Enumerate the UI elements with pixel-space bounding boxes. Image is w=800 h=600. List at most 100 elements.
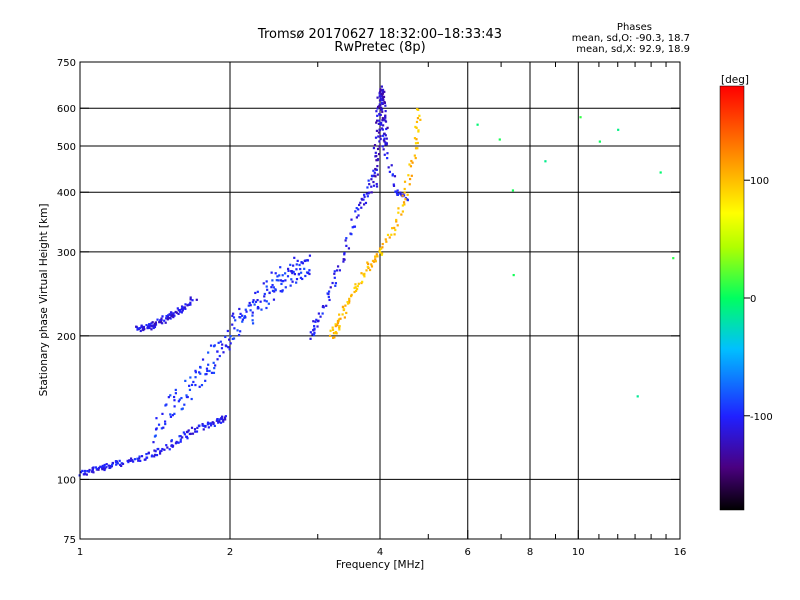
y-tick-label: 200 (57, 332, 76, 343)
data-point (194, 376, 197, 379)
data-point (397, 211, 400, 214)
data-point (300, 261, 303, 264)
data-point (181, 305, 184, 309)
data-point (363, 275, 366, 278)
data-point (166, 316, 169, 320)
data-point (370, 263, 373, 266)
data-point (321, 312, 324, 315)
data-point (348, 299, 351, 303)
data-point (380, 252, 384, 255)
data-point (289, 263, 292, 266)
data-point (291, 280, 294, 283)
data-point (95, 467, 99, 471)
data-point (380, 98, 383, 101)
data-point (191, 432, 195, 435)
data-point (189, 298, 192, 301)
data-point (198, 385, 201, 388)
data-point (338, 269, 341, 272)
data-point (182, 307, 185, 310)
data-point (328, 298, 331, 302)
data-point (110, 464, 114, 468)
data-point (102, 465, 106, 468)
data-point (313, 331, 316, 334)
y-tick-label: 600 (57, 104, 76, 115)
data-point (180, 408, 183, 411)
data-point (178, 308, 181, 312)
data-point (417, 130, 420, 133)
data-point (371, 175, 374, 178)
data-point (380, 89, 384, 92)
data-point (370, 185, 373, 188)
data-point (334, 323, 337, 326)
data-point (248, 301, 251, 305)
data-point (397, 207, 400, 210)
data-point (383, 137, 386, 140)
data-point (267, 302, 270, 305)
data-point (377, 122, 380, 125)
data-point (171, 444, 175, 447)
data-point (409, 165, 413, 168)
data-point (256, 290, 259, 293)
data-point (617, 128, 620, 131)
data-point (385, 240, 388, 243)
data-point (403, 203, 406, 206)
data-point (183, 306, 186, 309)
data-point (301, 262, 305, 265)
data-point (217, 421, 220, 424)
data-point (375, 154, 378, 158)
data-point (372, 169, 375, 172)
data-point (384, 143, 387, 146)
data-point (339, 317, 342, 320)
data-point (396, 224, 399, 227)
data-point (374, 167, 377, 171)
data-point (256, 305, 260, 309)
data-point (381, 145, 384, 148)
data-point (380, 85, 383, 88)
data-point (206, 423, 209, 426)
data-point (177, 441, 180, 444)
data-point (383, 90, 386, 93)
data-point (209, 422, 212, 425)
data-point (107, 464, 110, 467)
data-point (177, 400, 180, 403)
data-point (331, 326, 334, 329)
data-point (79, 471, 83, 474)
data-point (238, 307, 241, 311)
data-point (244, 308, 247, 311)
data-point (213, 424, 216, 428)
data-point (303, 259, 306, 263)
data-point (159, 450, 162, 453)
x-tick-label: 4 (377, 547, 383, 558)
data-point (160, 449, 163, 452)
data-point (174, 388, 177, 392)
data-point (150, 328, 153, 331)
data-point (189, 376, 192, 379)
data-point (266, 288, 269, 291)
data-point (170, 439, 173, 442)
data-point (319, 315, 322, 318)
data-point (379, 90, 382, 93)
data-point (174, 392, 177, 395)
data-point (366, 186, 369, 189)
data-point (105, 463, 108, 466)
data-point (87, 470, 90, 473)
data-point (343, 258, 346, 261)
data-point (341, 305, 345, 308)
data-point (407, 174, 410, 177)
data-point (161, 412, 164, 415)
data-point (376, 107, 379, 110)
data-point (384, 110, 387, 113)
data-point (148, 326, 151, 330)
data-point (224, 344, 227, 347)
data-point (345, 237, 348, 240)
data-point (414, 156, 417, 160)
data-point (181, 436, 184, 439)
data-point (177, 309, 180, 312)
data-point (154, 428, 158, 431)
data-point (234, 319, 237, 322)
data-point (83, 470, 86, 473)
data-point (171, 315, 174, 318)
data-point (411, 161, 414, 164)
data-point (314, 320, 317, 323)
data-point (193, 428, 197, 431)
